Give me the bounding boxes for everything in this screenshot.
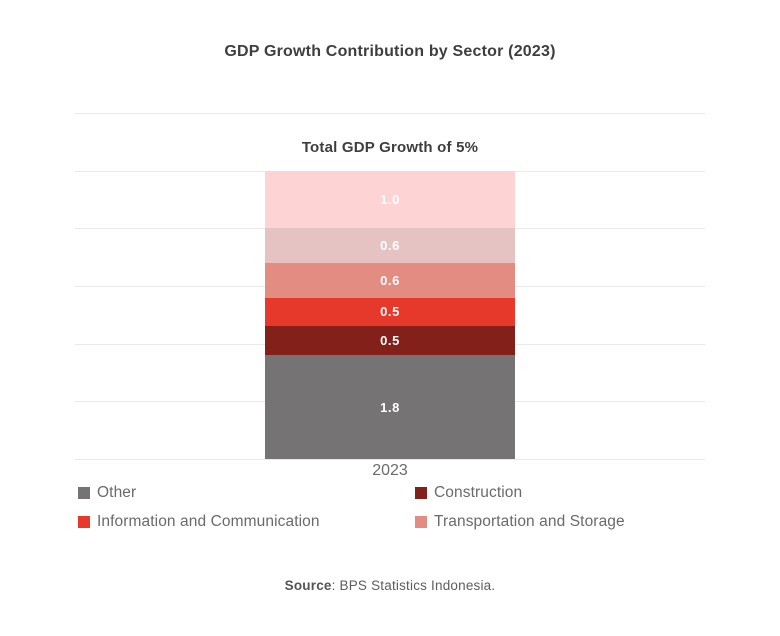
- segment-value-label: 0.5: [380, 304, 400, 320]
- bar-segment-transportation-and-storage: 0.6: [265, 262, 515, 298]
- chart-title: GDP Growth Contribution by Sector (2023): [224, 43, 556, 60]
- bar-segment-unlabeled: 1.0: [265, 170, 515, 229]
- legend-label: Construction: [434, 484, 523, 501]
- gridline: [75, 459, 705, 460]
- source-note: Source: BPS Statistics Indonesia.: [0, 578, 780, 593]
- legend-label: Information and Communication: [97, 513, 320, 530]
- legend-swatch-icon: [78, 487, 90, 499]
- legend-swatch-icon: [78, 516, 90, 528]
- segment-value-label: 0.6: [380, 238, 400, 254]
- segment-value-label: 1.0: [380, 192, 400, 207]
- plot-area: Total GDP Growth of 5% 1.0 0.6 0.6 0.5 0.5 1.…: [75, 113, 705, 479]
- bar-segment-other: 1.8: [265, 355, 515, 459]
- legend-item-information-and-communication: Information and Communication: [78, 513, 415, 531]
- legend-item-construction: Construction: [415, 484, 625, 502]
- legend: Other Construction Information and Communi…: [78, 484, 625, 531]
- legend-swatch-icon: [415, 487, 427, 499]
- x-axis-tick-label: 2023: [372, 462, 408, 479]
- legend-swatch-icon: [415, 516, 427, 528]
- bar-segment-construction: 0.5: [265, 326, 515, 356]
- segment-value-label: 0.5: [380, 333, 400, 349]
- stacked-bar-2023: 1.0 0.6 0.6 0.5 0.5 1.8: [265, 170, 515, 459]
- legend-item-other: Other: [78, 484, 415, 502]
- legend-label: Transportation and Storage: [434, 513, 625, 530]
- chart-subtitle: Total GDP Growth of 5%: [301, 139, 479, 156]
- segment-value-label: 0.6: [380, 272, 400, 288]
- legend-item-transportation-and-storage: Transportation and Storage: [415, 513, 625, 531]
- legend-label: Other: [97, 484, 137, 501]
- bar-segment-information-and-communication: 0.5: [265, 297, 515, 327]
- gridline: [75, 113, 705, 114]
- source-text: : BPS Statistics Indonesia.: [331, 578, 496, 593]
- segment-value-label: 1.8: [380, 399, 400, 415]
- bar-segment-unlabeled: 0.6: [265, 228, 515, 263]
- source-label: Source: [284, 578, 332, 593]
